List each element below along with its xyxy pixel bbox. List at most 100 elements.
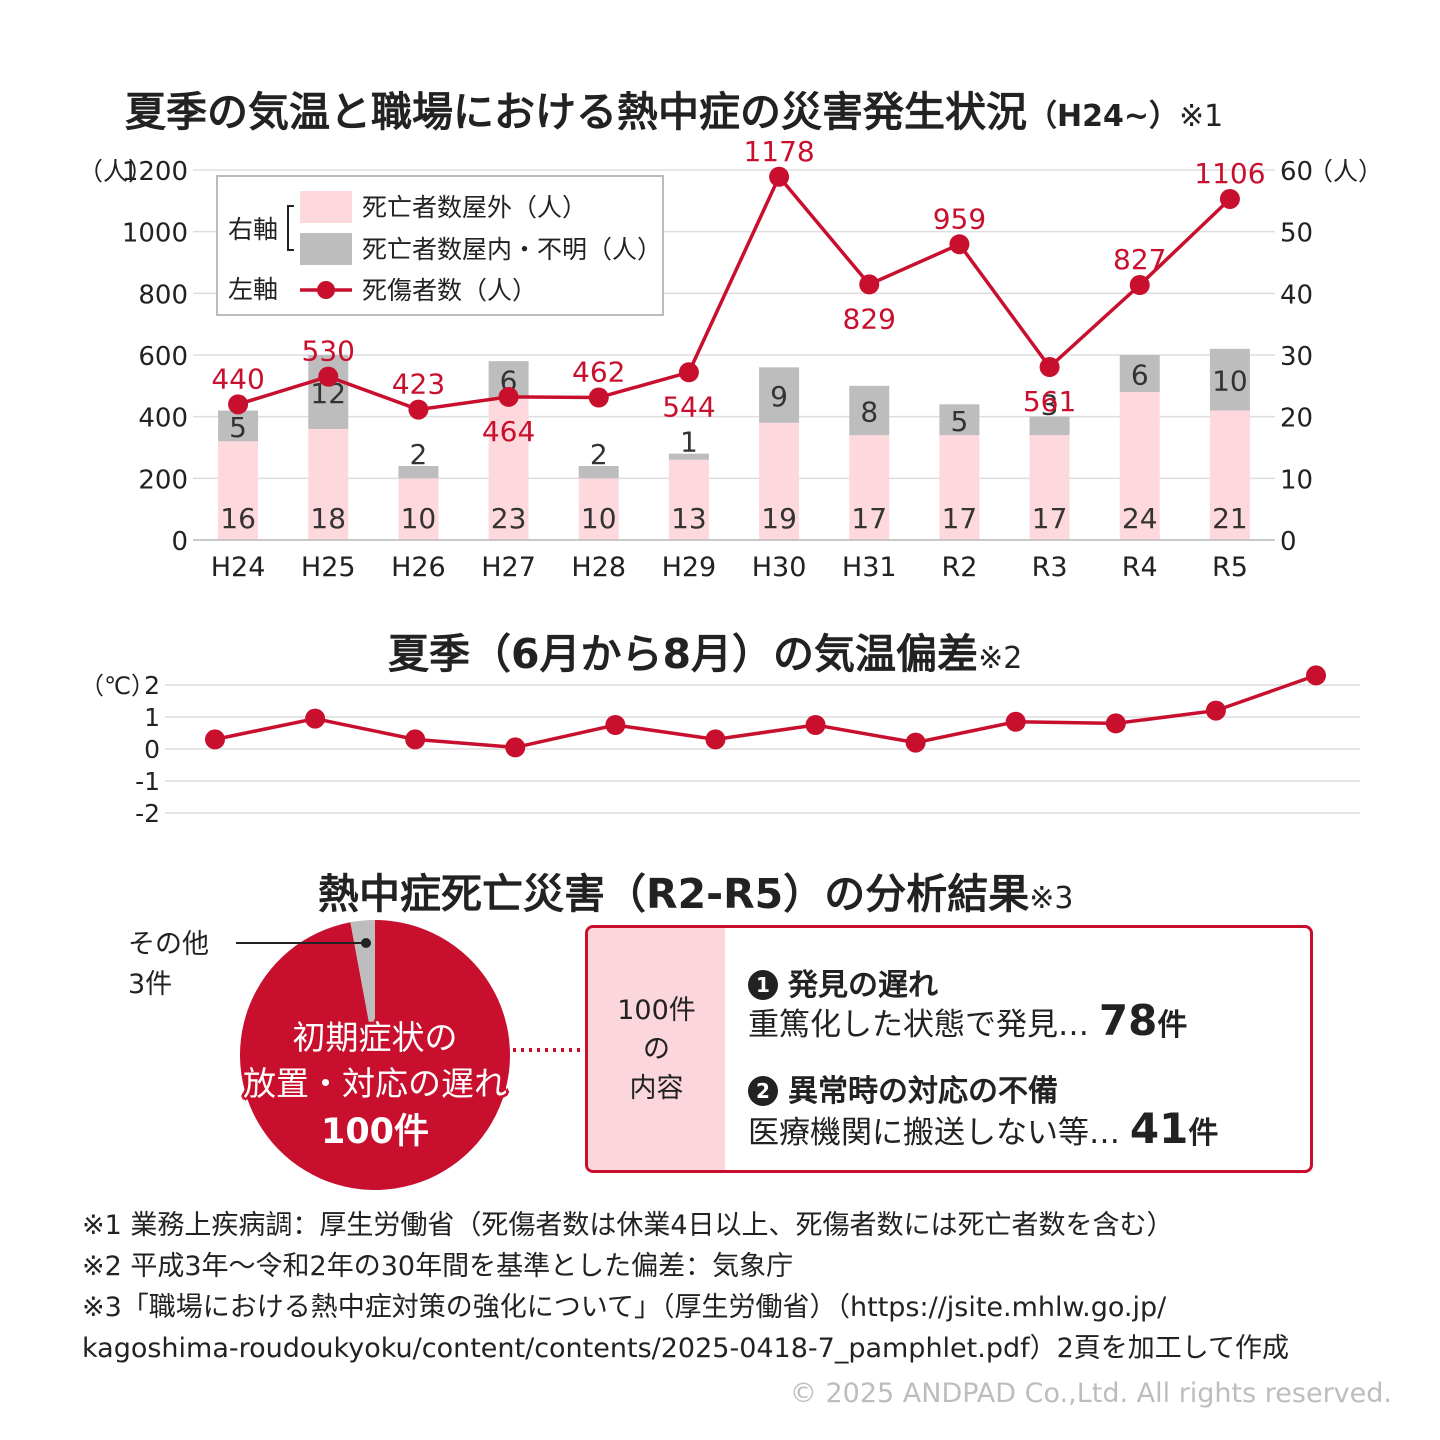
- copyright: © 2025 ANDPAD Co.,Ltd. All rights reserv…: [789, 1378, 1392, 1409]
- bar-indoor-label: 9: [770, 380, 788, 413]
- x-axis-tick: H26: [391, 552, 446, 583]
- bar-indoor: [218, 410, 259, 442]
- casualties-point: [1129, 275, 1150, 296]
- pie-main-line2: 放置・対応の遅れ: [243, 1064, 507, 1103]
- bar-indoor-label: 6: [1131, 359, 1149, 392]
- breakdown-header-line1: 100件: [617, 994, 696, 1026]
- y-axis-tick: 1: [144, 703, 160, 732]
- breakdown-item-2-count: 41: [1129, 1104, 1189, 1153]
- x-axis-tick: R3: [1032, 552, 1068, 583]
- casualties-label: 440: [211, 362, 264, 395]
- left-axis-tick: 200: [138, 465, 188, 495]
- pie-main-label: 初期症状の 放置・対応の遅れ 100件: [230, 1015, 520, 1157]
- bar-outdoor-label: 10: [581, 502, 617, 535]
- right-axis-tick: 50: [1280, 219, 1313, 249]
- pie-other-line1: その他: [128, 929, 209, 960]
- casualties-label: 1106: [1194, 157, 1265, 190]
- footnote-2: ※2 平成3年～令和2年の30年間を基準とした偏差：気象庁: [82, 1251, 794, 1282]
- temperature-point: [1306, 665, 1326, 686]
- breakdown-header-line3: 内容: [629, 1072, 684, 1104]
- temperature-point: [605, 715, 626, 735]
- breakdown-item-1-desc: 重篤化した状態で発見…: [748, 1007, 1089, 1043]
- bar-indoor: [398, 466, 439, 479]
- bar-outdoor: [759, 422, 800, 540]
- casualties-label: 1178: [743, 135, 814, 168]
- footnote-3-cont: kagoshima-roudoukyoku/content/contents/2…: [82, 1333, 1289, 1364]
- casualties-line: [237, 173, 1232, 412]
- temperature-chart: 2 1 0 -1 -2 （℃）: [80, 665, 1360, 828]
- bar-outdoor-label: 21: [1212, 502, 1248, 535]
- bar-outdoor: [218, 441, 259, 540]
- x-axis-tick: H31: [842, 552, 897, 583]
- footnote-1: ※1 業務上疾病調：厚生労働省（死傷者数は休業4日以上、死傷者数には死亡者数を含…: [82, 1210, 1174, 1241]
- legend-bracket: [287, 205, 294, 251]
- bar-outdoor-label: 17: [942, 502, 978, 535]
- temperature-point: [305, 708, 326, 729]
- casualties-point: [408, 399, 429, 420]
- casualties-point: [588, 387, 609, 408]
- left-axis-tick: 1000: [122, 219, 188, 249]
- temperature-point: [705, 729, 726, 750]
- breakdown-item-2-unit: 件: [1188, 1116, 1219, 1151]
- casualties-label: 959: [933, 202, 986, 235]
- x-axis-tick: H24: [211, 552, 266, 583]
- legend-label-indoor: 死亡者数屋内・不明（人）: [362, 235, 662, 264]
- casualties-label: 464: [482, 415, 535, 448]
- breakdown-item-1-count: 78: [1098, 996, 1158, 1045]
- x-axis-tick: H25: [301, 552, 356, 583]
- temperature-point: [1205, 700, 1226, 721]
- number-1-icon: 1: [748, 970, 778, 1000]
- bar-outdoor: [668, 459, 709, 540]
- bar-outdoor-label: 23: [491, 502, 527, 535]
- legend-label-casualties: 死傷者数（人）: [362, 276, 537, 305]
- bar-outdoor-label: 17: [851, 502, 887, 535]
- right-axis-unit: （人）: [1308, 157, 1383, 186]
- x-axis-tick: R5: [1212, 552, 1248, 583]
- breakdown-item-1-heading: 1 発見の遅れ: [748, 960, 938, 1004]
- temperature-point: [1005, 711, 1026, 732]
- analysis-title: 熱中症死亡災害（R2-R5）の分析結果※3: [318, 860, 1073, 920]
- footnotes: ※1 業務上疾病調：厚生労働省（死傷者数は休業4日以上、死傷者数には死亡者数を含…: [82, 1205, 1289, 1369]
- bar-indoor: [1029, 416, 1070, 436]
- analysis-title-note: ※3: [1029, 881, 1074, 916]
- breakdown-item-2-heading: 2 異常時の対応の不備: [748, 1066, 1058, 1110]
- legend-line-marker: [317, 281, 335, 299]
- bar-outdoor-label: 16: [220, 502, 256, 535]
- temperature-line: [214, 673, 1317, 750]
- legend-swatch-outdoor: [300, 191, 352, 223]
- bar-outdoor-label: 19: [761, 502, 797, 535]
- main-title: 夏季の気温と職場における熱中症の災害発生状況（H24~）※1: [125, 78, 1223, 138]
- bar-indoor: [1209, 348, 1250, 411]
- bar-outdoor: [398, 478, 439, 540]
- bar-indoor-label: 8: [860, 396, 878, 429]
- y-axis-tick: -2: [135, 799, 160, 828]
- bar-indoor-label: 2: [590, 438, 608, 471]
- casualties-point: [949, 234, 970, 255]
- casualties-point: [1039, 357, 1060, 378]
- breakdown-item-1-heading-text: 発見の遅れ: [788, 968, 938, 1003]
- breakdown-item-1-detail: 重篤化した状態で発見… 78件: [748, 996, 1187, 1045]
- right-axis-tick: 10: [1280, 465, 1313, 495]
- casualties-point: [859, 274, 880, 295]
- casualties-label: 829: [843, 302, 896, 335]
- cause-pie-chart: [236, 920, 585, 1190]
- legend-left-axis-label: 左軸: [228, 275, 278, 304]
- bar-indoor-label: 1: [680, 426, 698, 459]
- legend-box: [216, 175, 664, 316]
- legend-swatch-indoor: [300, 233, 352, 265]
- number-2-icon: 2: [748, 1076, 778, 1106]
- left-axis-tick: 1200: [122, 157, 188, 187]
- casualties-point: [498, 386, 519, 407]
- casualties-label: 530: [302, 335, 355, 368]
- temperature-point: [1105, 713, 1126, 734]
- bar-outdoor: [1209, 410, 1250, 540]
- bar-outdoor: [308, 429, 349, 540]
- temperature-chart-title: 夏季（6月から8月）の気温偏差※2: [388, 620, 1022, 680]
- bar-outdoor: [578, 478, 619, 540]
- bar-indoor: [759, 367, 800, 423]
- footnote-3: ※3「職場における熱中症対策の強化について」（厚生労働省）（https://js…: [82, 1292, 1167, 1323]
- breakdown-box: 100件 の 内容 1 発見の遅れ 重篤化した状態で発見… 78件 2 異常時の対応…: [585, 925, 1313, 1173]
- left-axis-unit: （人）: [78, 157, 153, 186]
- casualties-point: [678, 362, 699, 383]
- casualties-point: [318, 366, 339, 387]
